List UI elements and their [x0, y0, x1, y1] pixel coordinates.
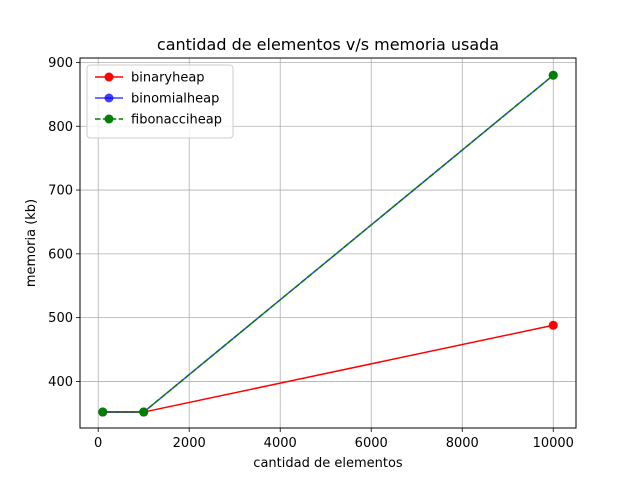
legend-label-binomialheap: binomialheap — [131, 92, 219, 107]
legend-box — [86, 64, 234, 139]
x-axis-label: cantidad de elementos — [253, 456, 403, 471]
x-tick-label: 4000 — [264, 436, 297, 451]
grid-lines — [80, 58, 576, 428]
series-fibonacciheap — [98, 70, 558, 417]
x-tick-label: 6000 — [355, 436, 388, 451]
legend: binaryheap binomialheap fibonacciheap — [86, 64, 234, 139]
plot-frame — [79, 57, 577, 429]
y-tick-label: 600 — [48, 247, 73, 262]
data-point-binaryheap — [548, 320, 558, 330]
legend-label-fibonacciheap: fibonacciheap — [131, 113, 222, 128]
legend-marker-binomialheap — [104, 93, 114, 103]
y-tick-label: 700 — [48, 184, 73, 199]
x-tick-label: 2000 — [173, 436, 206, 451]
y-tick-label: 900 — [48, 56, 73, 71]
y-tick-label: 400 — [48, 375, 73, 390]
data-point-fibonacciheap — [98, 407, 108, 417]
legend-marker-fibonacciheap — [104, 114, 114, 124]
y-axis-ticks: 400 500 600 700 800 900 — [48, 56, 80, 390]
data-point-fibonacciheap — [139, 407, 149, 417]
x-tick-label: 0 — [94, 436, 102, 451]
legend-marker-binaryheap — [104, 72, 114, 82]
y-tick-label: 800 — [48, 120, 73, 135]
x-tick-label: 10000 — [533, 436, 574, 451]
y-tick-label: 500 — [48, 311, 73, 326]
data-point-fibonacciheap — [548, 70, 558, 80]
series-layer — [98, 70, 558, 417]
x-axis-ticks: 0 2000 4000 6000 8000 10000 — [94, 428, 574, 451]
y-axis-label: memoria (kb) — [24, 199, 39, 287]
legend-label-binaryheap: binaryheap — [131, 71, 205, 86]
x-tick-label: 8000 — [446, 436, 479, 451]
chart-title: cantidad de elementos v/s memoria usada — [157, 35, 499, 54]
